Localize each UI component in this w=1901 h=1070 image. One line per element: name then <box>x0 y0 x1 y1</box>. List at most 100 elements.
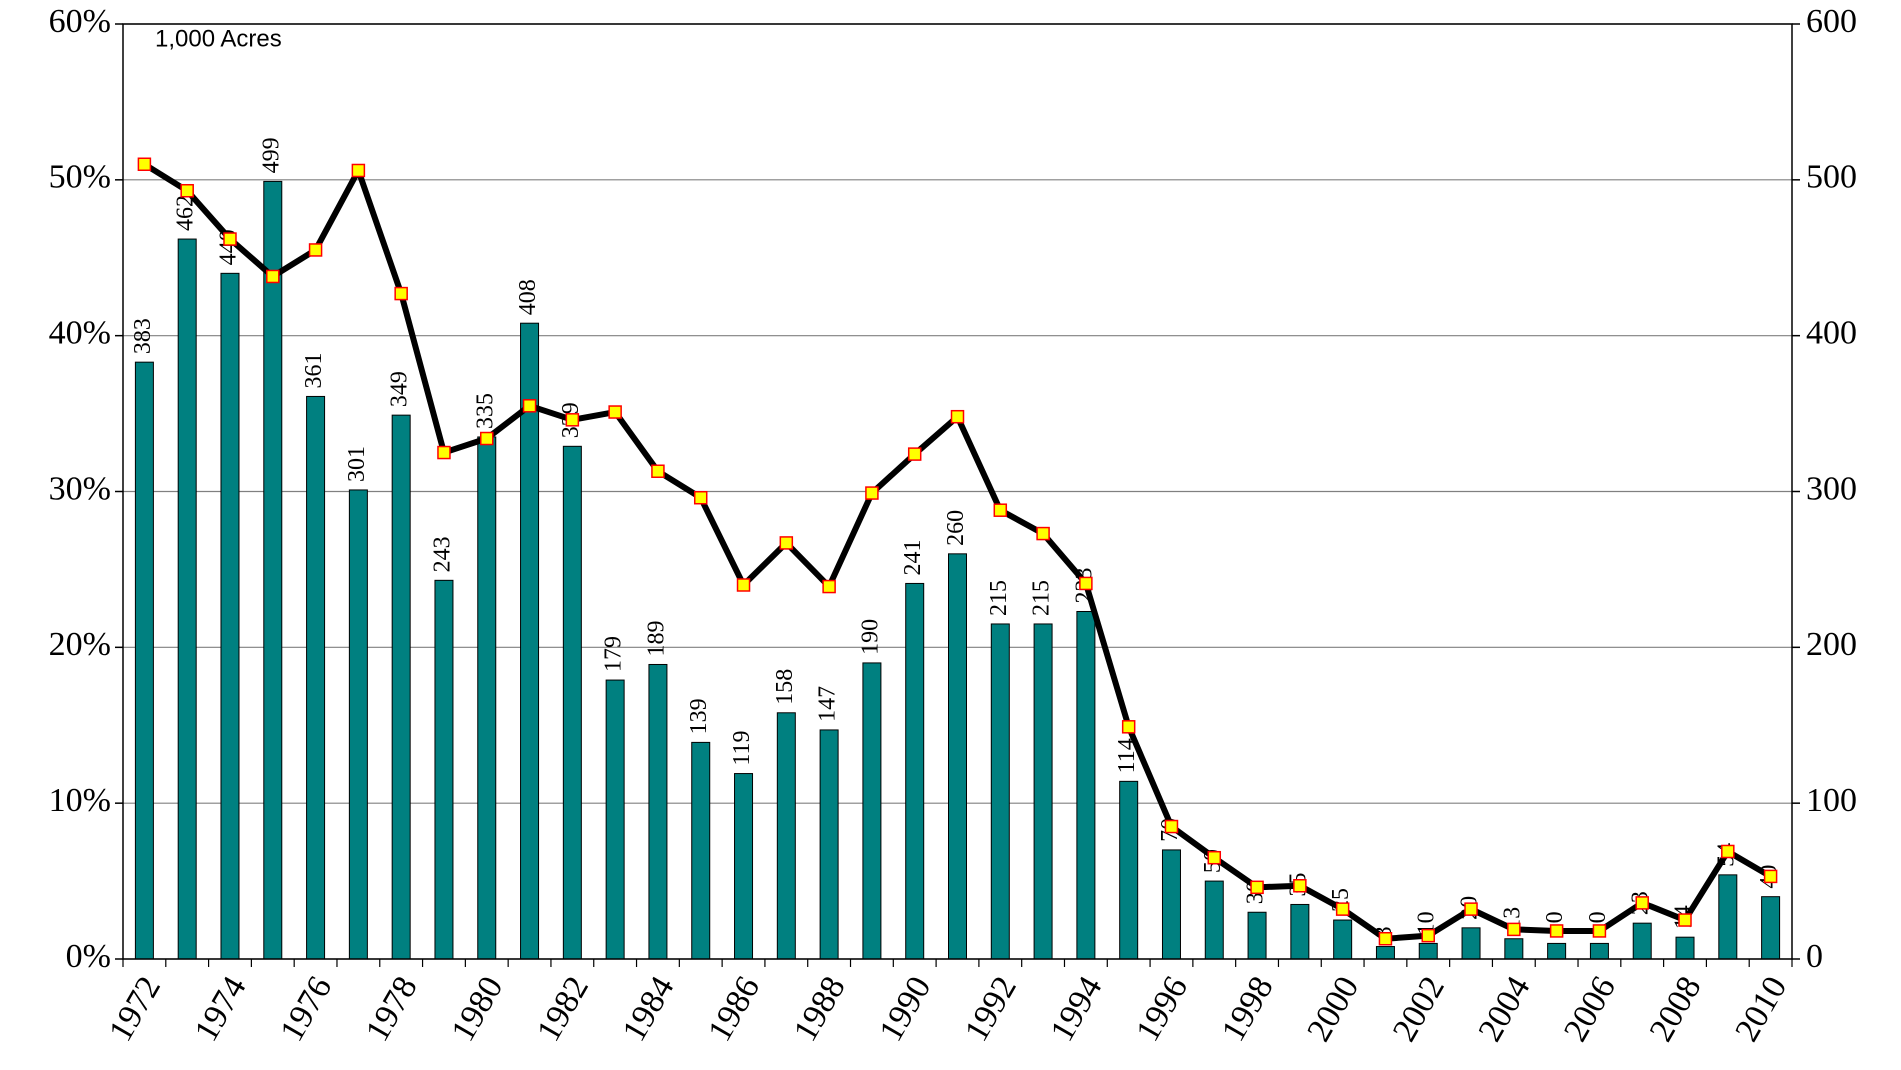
marker <box>1293 879 1307 893</box>
bar <box>948 553 967 960</box>
data-label: 301 <box>344 446 370 482</box>
marker <box>351 163 366 178</box>
marker <box>1721 844 1735 859</box>
data-label: 189 <box>643 620 669 656</box>
data-label: 158 <box>772 669 798 705</box>
data-label: 215 <box>1029 580 1055 616</box>
y-tick-label: 50% <box>49 159 111 196</box>
x-tick-label: 2000 <box>1300 970 1366 1047</box>
bar <box>1418 942 1438 960</box>
bar <box>1504 938 1524 960</box>
marker <box>1250 880 1264 895</box>
x-tick-label: 2002 <box>1386 970 1452 1047</box>
x-tick-label: 1980 <box>444 970 510 1047</box>
bar <box>477 436 497 960</box>
y-tick-label: 60% <box>49 3 111 40</box>
y2-tick-label: 200 <box>1806 626 1857 663</box>
x-tick-label: 1978 <box>359 970 425 1047</box>
y-tick-label: 40% <box>49 314 111 351</box>
y-tick-label: 10% <box>49 782 111 819</box>
bar <box>1375 946 1395 960</box>
marker <box>565 413 580 427</box>
marker <box>1678 913 1692 927</box>
data-label: 260 <box>943 510 969 546</box>
marker <box>1763 869 1778 884</box>
bar <box>605 679 625 960</box>
bar <box>220 272 240 960</box>
bar <box>391 414 411 960</box>
bar <box>691 741 711 960</box>
data-label: 499 <box>258 137 284 173</box>
data-label: 408 <box>515 279 541 315</box>
x-tick-label: 2008 <box>1643 970 1709 1047</box>
x-tick-label: 2006 <box>1557 970 1623 1047</box>
x-tick-label: 1976 <box>273 970 339 1047</box>
bar <box>1632 922 1652 960</box>
marker <box>950 409 965 424</box>
marker <box>1421 928 1435 943</box>
data-label: 243 <box>429 536 455 572</box>
y2-tick-label: 0 <box>1806 938 1823 975</box>
marker <box>1036 526 1050 541</box>
y2-tick-label: 100 <box>1806 782 1857 819</box>
bar <box>520 322 540 960</box>
marker <box>180 183 194 198</box>
data-label: 215 <box>986 580 1012 616</box>
marker <box>1079 576 1093 591</box>
x-tick-label: 1992 <box>958 970 1024 1047</box>
y2-tick-label: 600 <box>1806 3 1857 40</box>
x-tick-label: 1974 <box>188 970 254 1047</box>
data-label: 179 <box>601 636 627 672</box>
marker <box>865 486 879 500</box>
bar <box>1718 874 1738 960</box>
y-tick-label: 20% <box>49 626 111 663</box>
bar <box>1119 780 1139 960</box>
bar <box>1333 919 1353 960</box>
bar <box>1161 849 1181 960</box>
marker <box>308 243 323 257</box>
x-tick-label: 1986 <box>701 970 767 1047</box>
bar <box>1589 942 1609 960</box>
marker <box>779 536 794 550</box>
x-tick-label: 1984 <box>616 970 682 1047</box>
bar <box>1547 942 1567 960</box>
marker <box>651 464 665 478</box>
x-tick-label: 1982 <box>530 970 596 1047</box>
x-tick-label: 1994 <box>1044 970 1110 1047</box>
marker <box>1121 720 1136 734</box>
marker <box>1207 850 1222 865</box>
bar <box>134 361 154 960</box>
marker <box>1464 902 1478 916</box>
x-tick-label: 1990 <box>872 970 938 1047</box>
data-label: 361 <box>301 352 327 388</box>
data-label: 190 <box>857 619 883 655</box>
bar <box>776 712 796 960</box>
bar <box>348 489 368 960</box>
bar <box>1076 610 1096 960</box>
bar <box>1204 880 1224 960</box>
y2-tick-label: 500 <box>1806 159 1857 196</box>
marker <box>736 578 751 592</box>
bar <box>819 729 839 960</box>
data-label: 139 <box>686 698 712 734</box>
marker <box>822 579 836 594</box>
bar <box>306 395 326 960</box>
bar <box>562 445 582 960</box>
bar <box>263 180 283 960</box>
marker <box>1507 922 1521 937</box>
bar <box>734 773 754 960</box>
x-tick-label: 1996 <box>1129 970 1195 1047</box>
x-tick-label: 1988 <box>787 970 853 1047</box>
marker <box>522 399 537 413</box>
marker <box>437 445 451 460</box>
marker <box>608 405 622 419</box>
x-tick-label: 2004 <box>1471 970 1537 1047</box>
data-label: 119 <box>729 730 755 765</box>
marker <box>1164 819 1179 834</box>
marker <box>1378 931 1393 946</box>
data-label: 383 <box>130 318 156 354</box>
bar <box>177 238 197 960</box>
data-label: 335 <box>472 393 498 429</box>
marker <box>480 431 494 446</box>
